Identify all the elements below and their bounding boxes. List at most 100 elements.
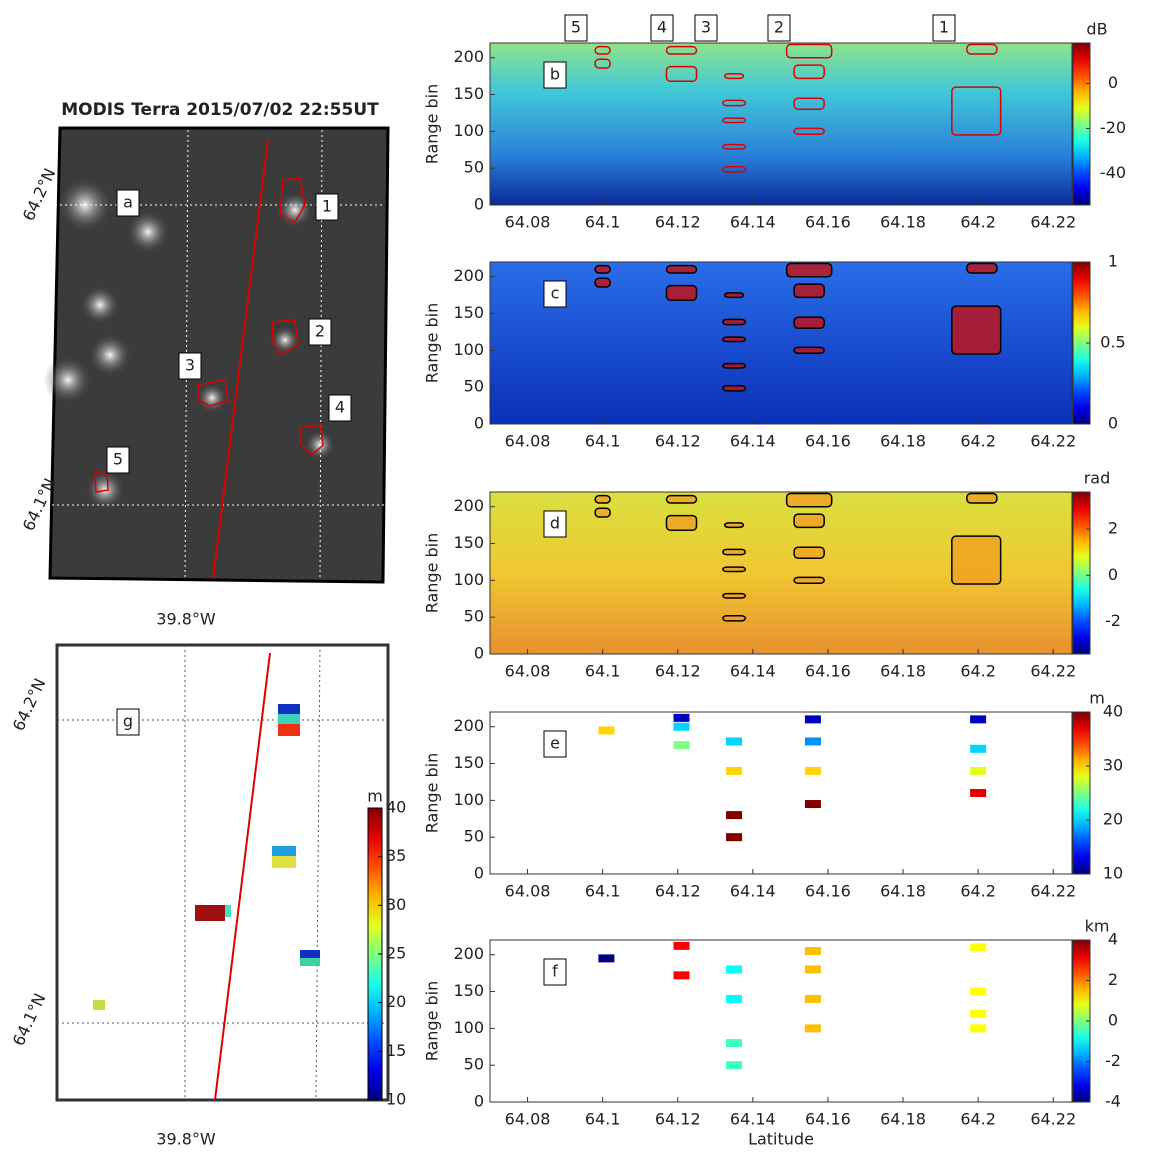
track-line: [214, 652, 271, 1101]
label-box: [543, 958, 567, 986]
x-tick-label: 64.12: [655, 432, 701, 451]
contour: [722, 336, 747, 343]
x-tick-label: 64.08: [505, 1110, 551, 1129]
lon-label: 39.8°W: [156, 1130, 216, 1149]
point: [970, 1009, 987, 1018]
colorbar-tick-label: -4: [1105, 1092, 1121, 1111]
label-box: [116, 708, 140, 736]
x-tick-label: 64.16: [805, 1110, 851, 1129]
x-tick-label: 64.14: [730, 432, 776, 451]
colorbar-tick-label: 4: [1108, 930, 1118, 949]
point: [970, 987, 987, 996]
colorbar-tick-label: 40: [386, 798, 406, 817]
x-tick-label: 64.08: [505, 882, 551, 901]
label-text: 1: [939, 18, 949, 37]
contour: [966, 492, 998, 504]
x-tick-label: 64.08: [505, 662, 551, 681]
colorbar-tick-label: -40: [1100, 163, 1126, 182]
contour: [722, 99, 747, 107]
label-text: 4: [657, 18, 667, 37]
point: [673, 722, 690, 731]
label-box: [116, 189, 140, 217]
label-box: [543, 730, 567, 758]
point: [804, 715, 821, 724]
x-tick-label: 64.22: [1030, 662, 1076, 681]
label-text: 1: [322, 197, 332, 216]
x-tick-label: 64.22: [1030, 432, 1076, 451]
label-box: [694, 14, 718, 42]
label-text: 5: [571, 18, 581, 37]
label-box: [543, 280, 567, 308]
lon-label: 39.8°W: [156, 610, 216, 629]
contour: [665, 45, 698, 55]
x-tick-label: 64.12: [655, 882, 701, 901]
contour: [665, 494, 698, 504]
contour: [722, 165, 747, 173]
label-box: [650, 14, 674, 42]
point: [804, 1024, 821, 1033]
colorbar-tick-label: 25: [386, 944, 406, 963]
cloud-outlines: [94, 177, 324, 493]
contour: [793, 576, 825, 585]
x-tick-label: 64.18: [880, 662, 926, 681]
map-title: MODIS Terra 2015/07/02 22:55UT: [61, 100, 379, 120]
contour: [723, 522, 745, 529]
point: [970, 744, 987, 753]
contour: [951, 305, 1002, 355]
x-tick-label: 64.22: [1030, 882, 1076, 901]
x-tick-label: 64.1: [585, 882, 621, 901]
point: [598, 726, 615, 735]
y-tick-label: 150: [453, 981, 484, 1000]
contour: [722, 592, 747, 599]
colorbar-tick-label: 20: [1103, 810, 1123, 829]
x-tick-label: 64.18: [880, 213, 926, 232]
x-tick-label: 64.08: [505, 213, 551, 232]
y-tick-label: 100: [453, 340, 484, 359]
y-axis-label: Range bin: [423, 981, 442, 1062]
colorbar-tick-label: 10: [386, 1090, 406, 1109]
point: [804, 800, 821, 809]
x-tick-label: 64.1: [585, 1110, 621, 1129]
colorbar-tick-label: -20: [1100, 118, 1126, 137]
point: [673, 971, 690, 980]
point: [726, 737, 743, 746]
x-tick-label: 64.12: [655, 213, 701, 232]
label-text: 3: [185, 356, 195, 375]
colorbar: [1072, 491, 1091, 655]
label-text: 2: [315, 322, 325, 341]
contour: [785, 262, 833, 278]
label-box: [932, 14, 956, 42]
contour: [793, 64, 825, 80]
colorbar-tick-label: 15: [386, 1041, 406, 1060]
colorbar-tick-label: -2: [1105, 1051, 1121, 1070]
y-tick-label: 0: [474, 864, 484, 883]
contour: [594, 507, 611, 518]
x-tick-label: 64.2: [960, 662, 996, 681]
y-tick-label: 0: [474, 1092, 484, 1111]
x-tick-label: 64.16: [805, 882, 851, 901]
plot-frame: [489, 261, 1073, 425]
label-text: 4: [335, 398, 345, 417]
x-tick-label: 64.2: [960, 432, 996, 451]
plot-frame: [489, 491, 1073, 655]
label-text: 2: [774, 18, 784, 37]
plot-frame: [489, 711, 1073, 875]
label-box: [328, 394, 352, 422]
point: [726, 811, 743, 820]
colorbar-label: dB: [1086, 20, 1107, 39]
map-labels: a 1 2 3 4 5: [106, 189, 352, 474]
colorbar-tick-label: 2: [1108, 519, 1118, 538]
label-text: e: [550, 734, 560, 753]
y-tick-label: 0: [474, 414, 484, 433]
contour: [951, 86, 1002, 136]
track-line: [212, 139, 269, 579]
contour: [966, 262, 998, 274]
x-axis-label: Latitude: [748, 1130, 814, 1149]
contour: [793, 97, 825, 111]
contour: [966, 43, 998, 55]
contour: [594, 264, 611, 274]
x-tick-label: 64.16: [805, 213, 851, 232]
colorbar-tick-label: 1: [1108, 252, 1118, 271]
colorbar-tick-label: 2: [1108, 970, 1118, 989]
y-tick-label: 100: [453, 790, 484, 809]
